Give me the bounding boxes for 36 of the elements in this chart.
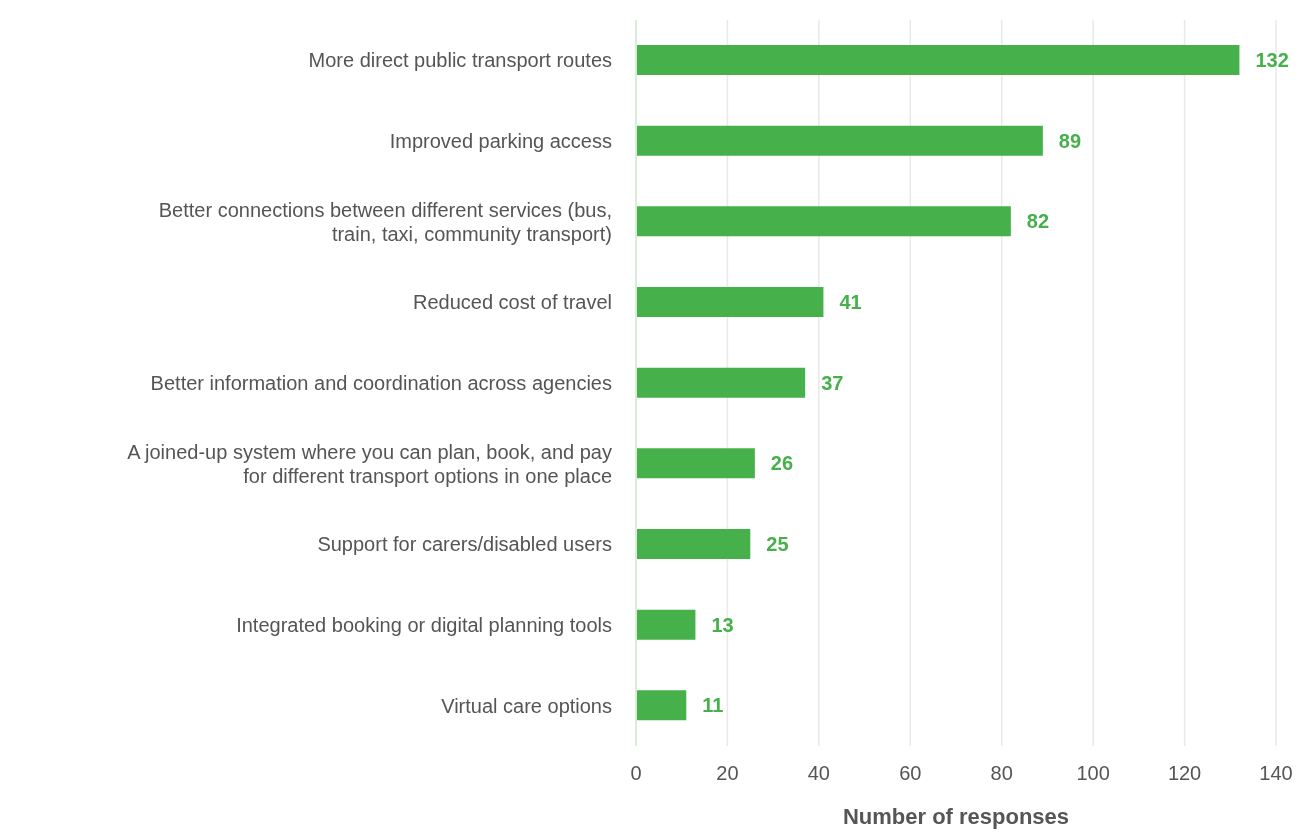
x-tick-label: 0 bbox=[630, 762, 642, 785]
data-label: 11 bbox=[702, 694, 724, 717]
data-label: 89 bbox=[1058, 129, 1082, 152]
bar bbox=[636, 690, 687, 721]
y-tick-label: More direct public transport routes bbox=[308, 49, 612, 72]
bar bbox=[636, 448, 755, 479]
data-label: 132 bbox=[1255, 49, 1289, 72]
x-tick-label: 80 bbox=[990, 762, 1013, 785]
bar bbox=[636, 609, 696, 640]
x-tick-label: 40 bbox=[807, 762, 830, 785]
data-label: 41 bbox=[839, 291, 862, 314]
bar bbox=[636, 287, 824, 317]
x-tick-label: 140 bbox=[1259, 762, 1293, 785]
y-tick-label: Support for carers/disabled users bbox=[317, 533, 612, 556]
y-tick-label: Better information and coordination across agencies bbox=[150, 372, 612, 394]
x-tick-label: 100 bbox=[1076, 762, 1110, 785]
x-tick-label: 120 bbox=[1167, 762, 1202, 785]
bar bbox=[636, 367, 806, 398]
data-label: 82 bbox=[1026, 210, 1050, 233]
bar bbox=[636, 125, 1043, 156]
bar bbox=[636, 45, 1240, 75]
y-tick-label: Reduced cost of travel bbox=[413, 291, 612, 314]
x-axis-title: Number of responses bbox=[842, 804, 1070, 829]
y-tick-label: Virtual care options bbox=[441, 694, 612, 717]
data-label: 25 bbox=[766, 533, 789, 556]
bar bbox=[636, 529, 751, 559]
y-tick-label: Better connections between different services (bus, train, taxi, community transport) bbox=[158, 198, 612, 245]
y-tick-label: A joined-up system where you can plan, book, and pay for different transport options in one place bbox=[127, 440, 612, 487]
bar bbox=[636, 206, 1011, 237]
x-tick-label: 60 bbox=[899, 762, 922, 785]
data-label: 13 bbox=[711, 613, 734, 636]
y-tick-label: Integrated booking or digital planning tools bbox=[236, 614, 612, 636]
data-label: 37 bbox=[821, 371, 844, 394]
y-tick-label: Improved parking access bbox=[389, 130, 612, 152]
x-tick-label: 20 bbox=[716, 762, 739, 785]
data-label: 26 bbox=[770, 452, 794, 475]
